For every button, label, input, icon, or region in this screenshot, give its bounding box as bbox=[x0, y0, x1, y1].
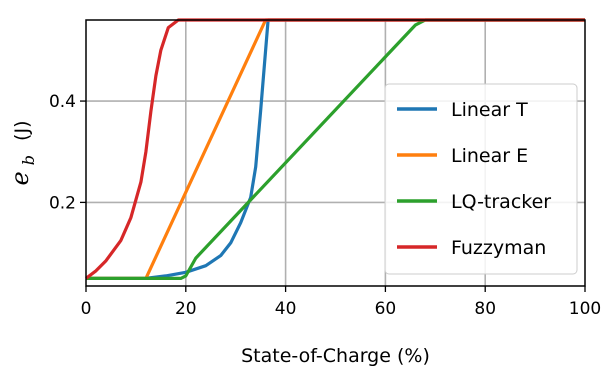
y-axis-subscript: b bbox=[19, 155, 38, 165]
y-tick-label: 0.4 bbox=[49, 92, 76, 112]
svg-text:e b (J): e b (J) bbox=[6, 121, 39, 186]
x-tick-label: 20 bbox=[175, 299, 197, 319]
x-tick-label: 0 bbox=[81, 299, 92, 319]
x-tick-label: 60 bbox=[375, 299, 397, 319]
legend-label: Fuzzyman bbox=[451, 237, 546, 259]
legend-label: Linear E bbox=[451, 145, 528, 167]
legend: Linear T Linear E LQ-tracker Fuzzyman bbox=[384, 83, 578, 275]
y-axis-symbol: e bbox=[6, 171, 34, 185]
legend-label: LQ-tracker bbox=[451, 191, 551, 213]
legend-label: Linear T bbox=[451, 99, 528, 121]
legend-box bbox=[384, 83, 578, 275]
ticks: 0 20 40 60 80 100 0.2 0.4 bbox=[49, 92, 601, 319]
y-axis-unit: (J) bbox=[11, 121, 33, 141]
plot-frame bbox=[85, 19, 586, 287]
x-tick-label: 40 bbox=[275, 299, 297, 319]
series-line-fuzzyman bbox=[85, 18, 585, 280]
x-tick-label: 100 bbox=[569, 299, 601, 319]
x-tick-label: 80 bbox=[474, 299, 496, 319]
x-axis-label: State-of-Charge (%) bbox=[241, 345, 430, 367]
y-tick-label: 0.2 bbox=[49, 193, 76, 213]
y-axis-label: e b (J) bbox=[6, 121, 39, 186]
series-line-linear-t bbox=[86, 18, 585, 280]
